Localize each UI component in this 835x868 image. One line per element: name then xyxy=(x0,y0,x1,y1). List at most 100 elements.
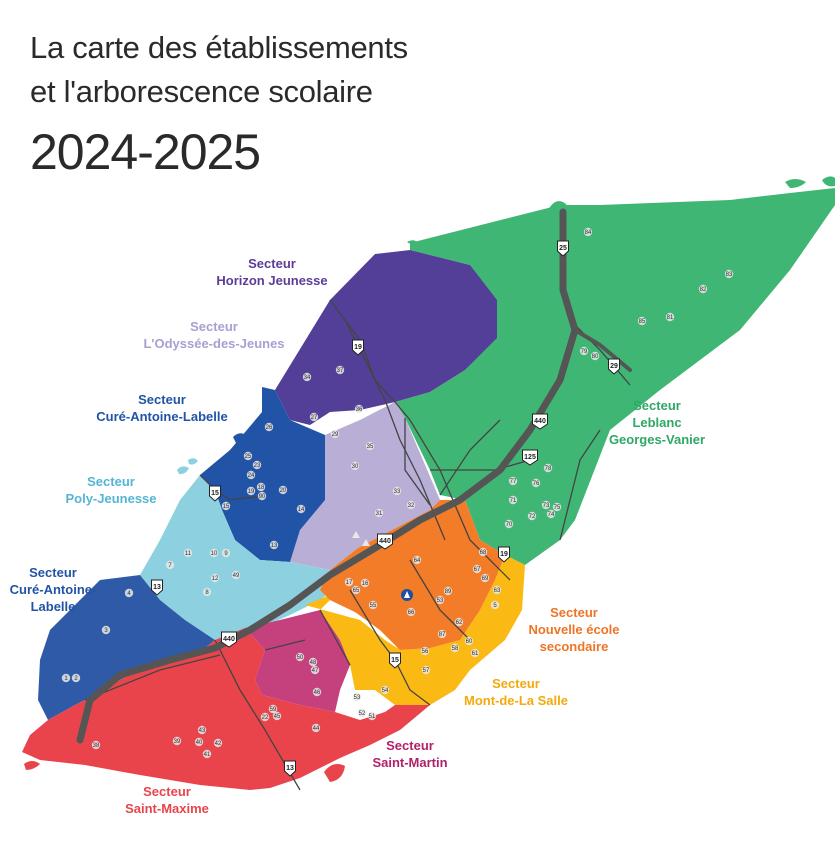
school-number: 17 xyxy=(346,580,353,586)
school-marker[interactable]: 18 xyxy=(256,482,266,492)
school-marker[interactable]: 15 xyxy=(221,501,231,511)
school-marker[interactable]: 53 xyxy=(435,595,445,605)
school-marker[interactable]: 31 xyxy=(374,508,384,518)
highway-shield-13: 13 xyxy=(284,760,296,777)
school-marker[interactable]: 12 xyxy=(210,573,220,583)
school-marker[interactable]: 1 xyxy=(61,673,71,683)
school-marker[interactable]: 77 xyxy=(508,476,518,486)
school-marker[interactable]: 16 xyxy=(360,578,370,588)
sector-label-line: Nouvelle école xyxy=(528,622,619,637)
school-marker[interactable]: 4 xyxy=(124,588,134,598)
school-marker[interactable]: 89 xyxy=(443,586,453,596)
school-marker[interactable]: 50 xyxy=(295,652,305,662)
school-marker[interactable]: 54 xyxy=(380,685,390,695)
school-marker[interactable]: 24 xyxy=(246,470,256,480)
school-marker[interactable]: 42 xyxy=(213,738,223,748)
school-marker[interactable]: 32 xyxy=(406,500,416,510)
school-marker[interactable]: 53 xyxy=(352,692,362,702)
school-marker[interactable]: 35 xyxy=(365,441,375,451)
school-marker[interactable]: 33 xyxy=(392,486,402,496)
school-marker[interactable]: 23 xyxy=(252,460,262,470)
school-marker[interactable]: 10 xyxy=(209,548,219,558)
school-marker[interactable]: 74 xyxy=(546,509,556,519)
school-marker[interactable]: 78 xyxy=(543,463,553,473)
school-marker[interactable]: 49 xyxy=(231,570,241,580)
school-marker[interactable]: 26 xyxy=(264,422,274,432)
school-marker[interactable]: 5 xyxy=(490,600,500,610)
school-marker[interactable]: 69 xyxy=(480,573,490,583)
school-marker[interactable]: 45 xyxy=(272,711,282,721)
school-marker[interactable]: 46 xyxy=(312,687,322,697)
school-marker[interactable]: 41 xyxy=(202,749,212,759)
school-marker[interactable]: 62 xyxy=(454,617,464,627)
school-marker[interactable]: 87 xyxy=(437,629,447,639)
school-marker[interactable]: 27 xyxy=(309,412,319,422)
school-marker[interactable]: 25 xyxy=(243,451,253,461)
title-year: 2024-2025 xyxy=(30,124,261,180)
school-marker[interactable]: 7 xyxy=(165,560,175,570)
school-marker[interactable]: 71 xyxy=(508,495,518,505)
school-number: 82 xyxy=(700,287,707,293)
school-marker[interactable]: 22 xyxy=(260,712,270,722)
school-marker[interactable]: 51 xyxy=(367,711,377,721)
school-marker[interactable]: 39 xyxy=(172,736,182,746)
school-marker[interactable]: 57 xyxy=(421,665,431,675)
school-marker[interactable]: 80 xyxy=(590,351,600,361)
school-marker[interactable]: 13 xyxy=(269,540,279,550)
school-marker[interactable]: 8 xyxy=(202,587,212,597)
school-marker[interactable]: 38 xyxy=(91,740,101,750)
school-marker[interactable]: 75 xyxy=(552,502,562,512)
school-marker[interactable]: 63 xyxy=(492,585,502,595)
school-marker[interactable]: 83 xyxy=(724,269,734,279)
school-marker[interactable]: 60 xyxy=(464,636,474,646)
school-marker[interactable]: 29 xyxy=(330,429,340,439)
school-marker[interactable]: 79 xyxy=(579,346,589,356)
highway-number: 19 xyxy=(354,344,362,351)
school-marker[interactable]: 52 xyxy=(357,708,367,718)
school-number: 79 xyxy=(581,349,588,355)
school-marker[interactable]: 19 xyxy=(246,486,256,496)
school-marker[interactable]: 20 xyxy=(278,485,288,495)
school-marker[interactable]: 85 xyxy=(637,316,647,326)
school-number: 29 xyxy=(332,432,339,438)
school-marker[interactable]: 14 xyxy=(296,504,306,514)
school-marker[interactable]: 17 xyxy=(344,577,354,587)
school-marker[interactable]: 76 xyxy=(531,478,541,488)
school-marker[interactable]: 48 xyxy=(308,657,318,667)
school-marker[interactable]: 66 xyxy=(406,607,416,617)
school-marker[interactable]: 59 xyxy=(268,704,278,714)
sector-label-cure_north: Secteur Curé-Antoine-Labelle xyxy=(96,392,227,424)
school-marker[interactable]: 61 xyxy=(470,648,480,658)
highway-shield-19: 19 xyxy=(352,339,364,356)
school-marker[interactable]: 56 xyxy=(420,646,430,656)
school-marker[interactable]: 37 xyxy=(335,365,345,375)
sector-label-line: Saint-Maxime xyxy=(125,801,209,816)
school-marker[interactable]: 34 xyxy=(302,372,312,382)
school-marker[interactable]: 3 xyxy=(101,625,111,635)
school-marker[interactable]: 65 xyxy=(351,585,361,595)
school-marker[interactable]: 73 xyxy=(541,500,551,510)
school-marker[interactable]: 11 xyxy=(183,548,193,558)
school-marker[interactable]: 9 xyxy=(221,548,231,558)
school-marker[interactable]: 67 xyxy=(472,564,482,574)
school-marker[interactable]: 90 xyxy=(257,491,267,501)
school-marker[interactable]: 58 xyxy=(450,643,460,653)
school-marker[interactable]: 81 xyxy=(665,312,675,322)
sector-label-martin: Secteur Saint-Martin xyxy=(372,738,447,770)
school-marker[interactable]: 55 xyxy=(368,600,378,610)
school-marker[interactable]: 40 xyxy=(194,737,204,747)
school-marker[interactable]: 43 xyxy=(197,725,207,735)
sector-label-line: Mont-de-La Salle xyxy=(464,693,568,708)
school-marker[interactable]: 68 xyxy=(478,547,488,557)
school-marker[interactable]: 36 xyxy=(354,404,364,414)
school-marker[interactable]: 82 xyxy=(698,284,708,294)
school-marker[interactable]: 30 xyxy=(350,461,360,471)
school-marker[interactable]: 64 xyxy=(412,555,422,565)
school-marker[interactable]: 84 xyxy=(583,227,593,237)
school-marker[interactable]: 47 xyxy=(310,665,320,675)
school-marker[interactable]: 72 xyxy=(527,511,537,521)
school-marker[interactable]: 2 xyxy=(71,673,81,683)
school-marker[interactable]: 44 xyxy=(311,723,321,733)
school-number: 15 xyxy=(223,504,230,510)
school-marker[interactable]: 70 xyxy=(504,519,514,529)
